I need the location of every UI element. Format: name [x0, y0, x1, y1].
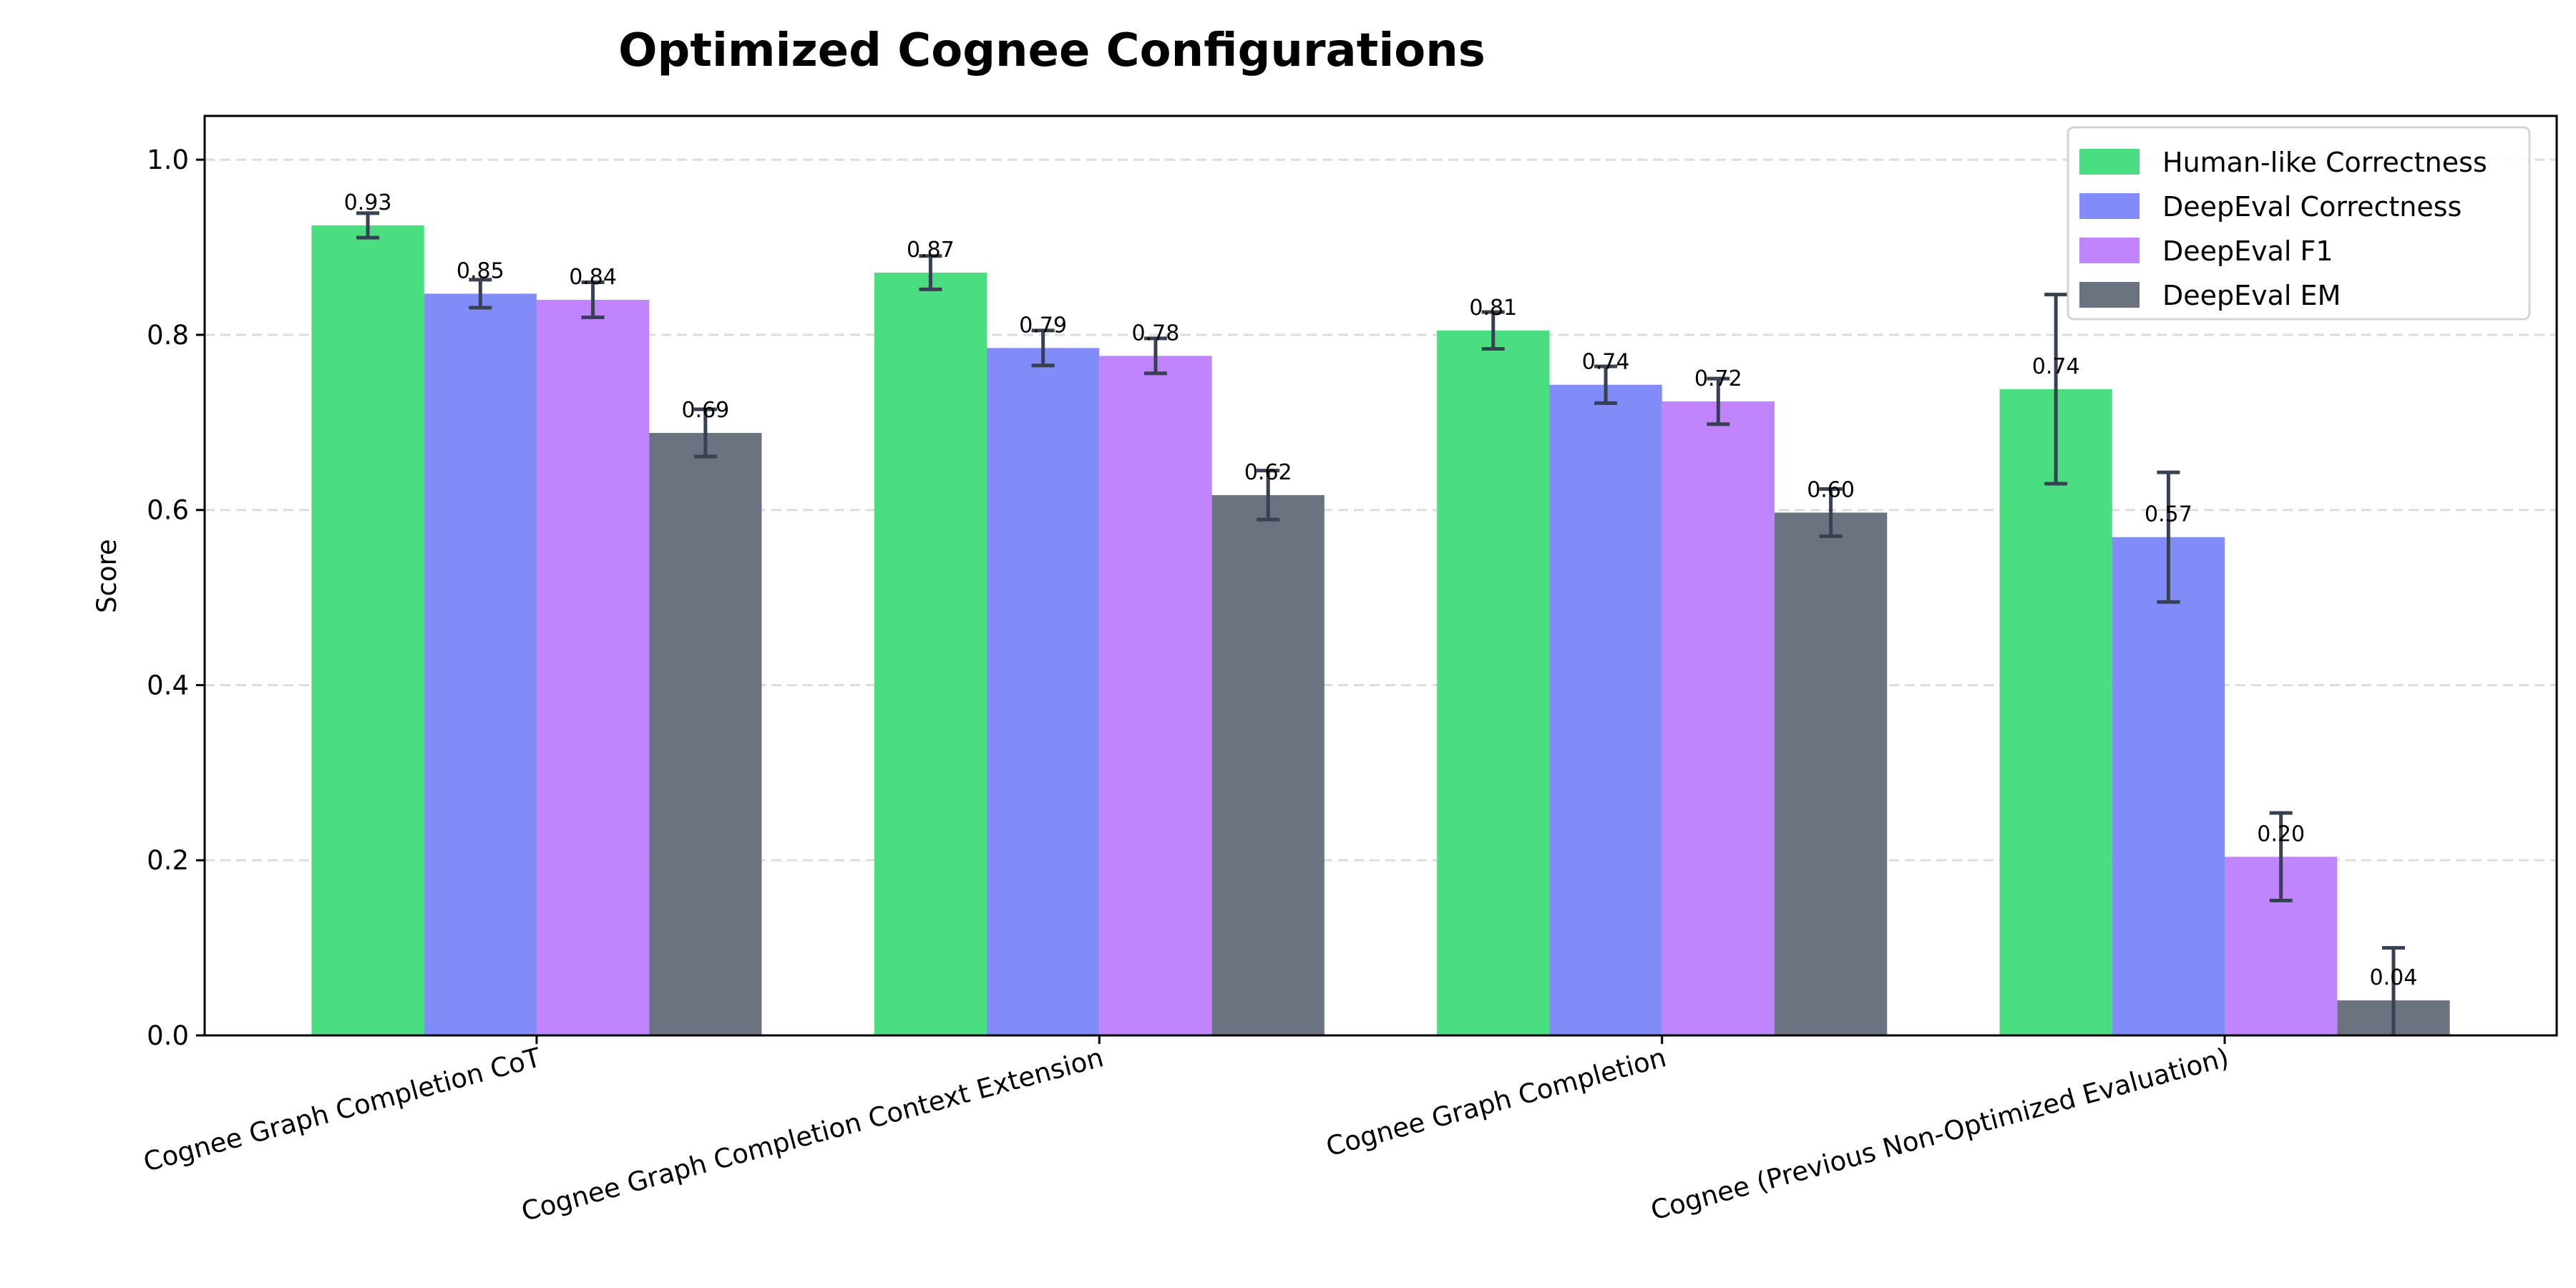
- data-label: 0.72: [1694, 366, 1742, 391]
- bar-3-2: [1774, 512, 1888, 1035]
- x-tick-label: Cognee (Previous Non-Optimized Evaluatio…: [1647, 1042, 2232, 1226]
- y-axis-label: Score: [92, 539, 122, 613]
- data-label: 0.87: [907, 238, 955, 263]
- bar-0-0: [311, 225, 424, 1035]
- data-label: 0.60: [1807, 477, 1855, 502]
- legend-swatch: [2079, 149, 2140, 175]
- data-label: 0.69: [681, 398, 729, 423]
- bar-1-0: [424, 293, 537, 1035]
- bar-3-1: [1211, 494, 1324, 1035]
- x-tick-label: Cognee Graph Completion: [1323, 1042, 1669, 1162]
- data-label: 0.81: [1469, 296, 1517, 321]
- bar-1-2: [1549, 384, 1662, 1035]
- bar-1-3: [2112, 537, 2225, 1035]
- data-label: 0.57: [2145, 502, 2192, 527]
- legend-entry: DeepEval Correctness: [2162, 191, 2462, 223]
- data-label: 0.62: [1244, 460, 1292, 485]
- x-tick-label: Cognee Graph Completion Context Extensio…: [518, 1042, 1106, 1227]
- bar-0-1: [874, 273, 987, 1035]
- chart-title: Optimized Cognee Configurations: [618, 24, 1485, 77]
- data-label: 0.78: [1132, 321, 1180, 346]
- legend-swatch: [2079, 238, 2140, 263]
- legend-entry: Human-like Correctness: [2162, 147, 2487, 178]
- bar-2-0: [536, 300, 650, 1035]
- bar-2-2: [1662, 401, 1775, 1035]
- data-label: 0.84: [569, 265, 617, 290]
- legend-entry: DeepEval EM: [2162, 280, 2341, 311]
- legend-entry: DeepEval F1: [2162, 235, 2333, 267]
- y-tick-label: 0.4: [147, 670, 189, 701]
- bar-0-2: [1437, 330, 1550, 1035]
- data-label: 0.20: [2257, 821, 2305, 847]
- y-tick-label: 0.0: [147, 1020, 189, 1051]
- legend-box: [2067, 126, 2531, 321]
- y-tick-label: 0.8: [147, 320, 189, 351]
- data-label: 0.85: [457, 258, 504, 283]
- y-tick-label: 1.0: [147, 145, 189, 175]
- plot-frame: [203, 114, 2558, 1037]
- y-tick-label: 0.6: [147, 495, 189, 526]
- legend-swatch: [2079, 282, 2140, 308]
- y-tick-label: 0.2: [147, 845, 189, 876]
- bar-1-1: [987, 348, 1100, 1035]
- data-label: 0.93: [344, 190, 392, 215]
- bar-3-0: [649, 433, 762, 1035]
- data-label: 0.79: [1019, 313, 1067, 338]
- bar-2-1: [1099, 356, 1212, 1035]
- data-label: 0.74: [1582, 350, 1630, 375]
- legend-swatch: [2079, 193, 2140, 219]
- x-tick-label: Cognee Graph Completion CoT: [140, 1042, 545, 1178]
- data-label: 0.04: [2370, 965, 2418, 990]
- bar-0-3: [1999, 389, 2112, 1035]
- data-label: 0.74: [2032, 354, 2080, 379]
